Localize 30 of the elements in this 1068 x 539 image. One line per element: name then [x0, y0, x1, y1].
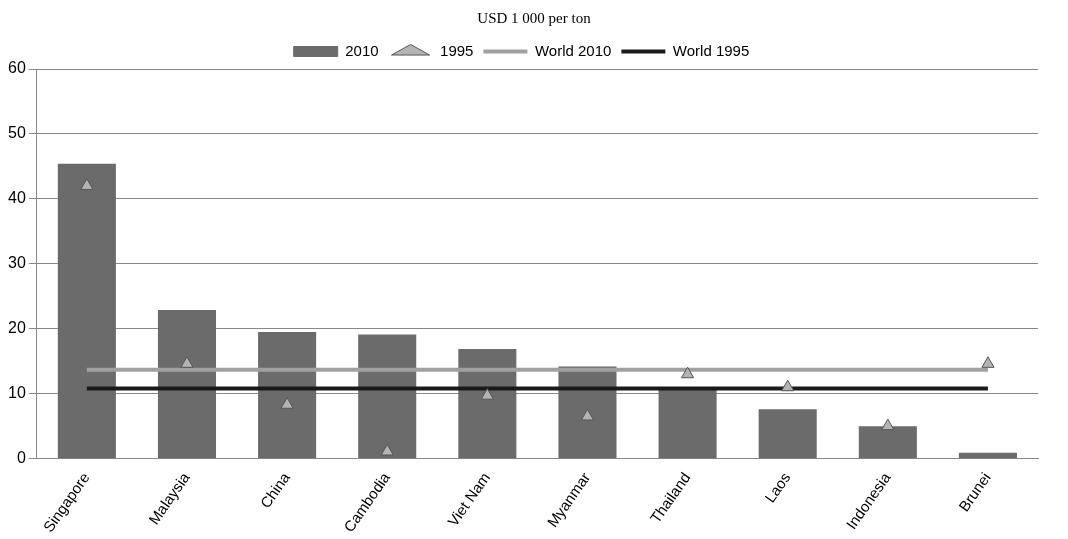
bar	[958, 452, 1017, 459]
y-tick-label: 40	[8, 189, 26, 207]
bar	[758, 409, 817, 459]
bar	[157, 309, 217, 459]
chart-title: USD 1 000 per ton	[476, 10, 592, 28]
bar	[858, 426, 917, 459]
point	[580, 408, 595, 421]
bar	[358, 334, 417, 459]
legend-label: 1995	[440, 41, 474, 59]
point	[380, 444, 394, 456]
point	[981, 356, 995, 368]
legend-label: 2010	[345, 41, 379, 59]
y-tick-label: 0	[16, 449, 26, 467]
point	[881, 418, 895, 431]
point	[80, 178, 94, 190]
y-tick-label: 30	[8, 254, 26, 272]
bar	[558, 366, 617, 459]
y-tick-label: 10	[8, 384, 26, 402]
legend-label: World 1995	[672, 41, 750, 59]
bar	[458, 348, 517, 459]
point	[781, 379, 795, 392]
point	[681, 366, 695, 379]
point	[280, 397, 294, 409]
legend-label: World 2010	[534, 41, 612, 59]
bar	[57, 163, 116, 459]
y-tick-label: 50	[8, 124, 26, 142]
point	[480, 388, 494, 400]
y-tick-label: 60	[8, 59, 26, 77]
point	[180, 356, 194, 368]
y-tick-label: 20	[8, 319, 26, 337]
